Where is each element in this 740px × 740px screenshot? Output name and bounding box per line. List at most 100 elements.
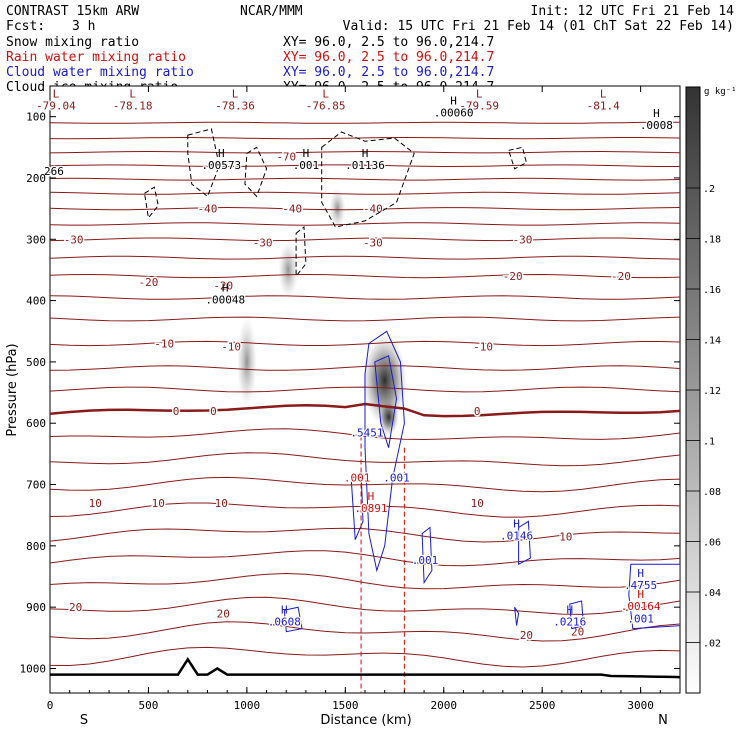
extremum-value: .001 xyxy=(412,554,439,567)
colorbar-tick-label: .2 xyxy=(703,184,715,195)
x-tick-label: 2000 xyxy=(431,699,458,712)
extrema-labels: L-79.04L-78.18L-78.36L-76.85L-79.59L-81.… xyxy=(35,87,674,630)
extremum-value: -76.85 xyxy=(306,99,346,112)
extremum-value: -78.18 xyxy=(113,99,153,112)
y-tick-label: 300 xyxy=(26,233,46,246)
cloud-water-contour xyxy=(364,330,405,573)
temperature-contour-line xyxy=(50,295,680,300)
temperature-contour-line xyxy=(50,222,680,226)
cloud-ice-contour xyxy=(244,146,268,198)
temperature-contour-label: -20 xyxy=(503,270,523,283)
colorbar-tick-label: .16 xyxy=(703,285,721,296)
temperature-contour-label: -30 xyxy=(64,233,84,246)
extremum-value: .01136 xyxy=(345,159,385,172)
temperature-contour-label: -20 xyxy=(611,270,631,283)
y-tick-label: 200 xyxy=(26,172,46,185)
extremum-value: -79.04 xyxy=(36,99,76,112)
north-label: N xyxy=(658,713,668,728)
temperature-contour-line xyxy=(50,646,680,668)
extremum-value: .001 xyxy=(383,471,410,484)
temperature-contour-label: -40 xyxy=(198,203,218,216)
snow-shade-blob xyxy=(236,316,257,407)
field-name-cloud-water: Cloud water mixing ratio xyxy=(6,65,194,80)
temperature-contour-label: -40 xyxy=(282,203,302,216)
extremum-marker: H xyxy=(566,604,573,617)
temperature-contour-label: -70 xyxy=(276,151,296,164)
cloud-water-contour xyxy=(421,526,433,585)
extremum-marker: H xyxy=(513,518,520,531)
field-name-snow: Snow mixing ratio xyxy=(6,35,139,50)
extremum-value: .001 xyxy=(344,471,371,484)
field-xy-cloud-water: XY= 96.0, 2.5 to 96.0,214.7 xyxy=(283,65,494,80)
temperature-contour-line xyxy=(50,316,680,322)
colorbar-tick-label: .08 xyxy=(703,487,721,498)
extremum-value: .0216 xyxy=(553,616,586,629)
extremum-marker: H xyxy=(281,604,288,617)
extremum-value: .5451 xyxy=(350,427,383,440)
extremum-value: -79.59 xyxy=(459,99,499,112)
cloud-water-contour xyxy=(374,355,398,448)
cloud-ice-contour xyxy=(295,226,307,278)
cloud-ice-contour xyxy=(508,146,527,170)
colorbar-tick-label: .12 xyxy=(703,386,721,397)
extremum-value: -81.4 xyxy=(587,99,620,112)
temperature-contour-label: 10 xyxy=(89,497,102,510)
y-tick-label: 600 xyxy=(26,417,46,430)
y-tick-label: 1000 xyxy=(20,662,47,675)
x-tick-label: 3000 xyxy=(627,699,654,712)
temperature-contour-line xyxy=(50,452,680,467)
temperature-contour-label: 0 xyxy=(474,405,481,418)
extremum-value: .4755 xyxy=(624,579,657,592)
temperature-contour-label: -10 xyxy=(154,338,174,351)
colorbar-tick-label: .02 xyxy=(703,639,721,650)
extremum-marker: L xyxy=(129,87,136,100)
extremum-marker: H xyxy=(637,567,644,580)
colorbar: .02 .04 .06 .08 .1 .12 .14 .16 .18 .2 g kg⁻¹ xyxy=(685,86,737,694)
colorbar-tick-label: .18 xyxy=(703,235,721,246)
temperature-contour-label: -20 xyxy=(213,279,233,292)
temperature-contour-line xyxy=(50,621,680,642)
extremum-value: .001 xyxy=(293,159,320,172)
temperature-contour-line xyxy=(50,596,680,615)
temperature-contour-label: -30 xyxy=(513,233,533,246)
temperature-contour-line xyxy=(50,527,680,543)
snow-shading xyxy=(236,188,407,436)
temperature-contour-label: -30 xyxy=(363,236,383,249)
cloud-water-contour xyxy=(350,471,364,540)
colorbar-tick-label: .14 xyxy=(703,336,721,347)
extremum-value: .0146 xyxy=(500,530,533,543)
extremum-marker: H xyxy=(218,147,225,160)
fcst-label: Fcst: xyxy=(6,19,45,34)
x-tick-label: 500 xyxy=(139,699,159,712)
extremum-marker: H xyxy=(450,95,457,108)
cloud-water-contour xyxy=(518,520,531,566)
snow-shade-blob xyxy=(278,241,299,298)
temperature-contour-label: -10 xyxy=(221,341,241,354)
extremum-marker: H xyxy=(362,147,369,160)
colorbar-tick-label: .1 xyxy=(703,437,715,448)
temperature-contour-line xyxy=(50,340,680,347)
temperature-contour-line xyxy=(50,164,680,168)
extremum-value: .0891 xyxy=(354,502,387,515)
model-title: CONTRAST 15km ARW xyxy=(6,4,139,19)
extremum-marker: H xyxy=(368,490,375,503)
cloud-water-contour xyxy=(628,563,680,630)
valid-time: Valid: 15 UTC Fri 21 Feb 14 (01 ChT Sat … xyxy=(343,19,734,34)
temperature-contour-line xyxy=(50,237,680,242)
x-tick-label: 0 xyxy=(47,699,54,712)
extremum-marker: H xyxy=(653,107,660,120)
temperature-contour-line xyxy=(50,550,680,567)
temperature-contour-line xyxy=(50,177,680,181)
temperature-contours: -70 -40 -40 -40 -30 -30 -30 -30 -20 -20 -20 -20 -10 -… xyxy=(50,121,680,668)
fcst-value: 3 h xyxy=(72,19,95,34)
field-xy-snow: XY= 96.0, 2.5 to 96.0,214.7 xyxy=(283,35,494,50)
y-tick-label: 900 xyxy=(26,601,46,614)
temperature-contour-label: -40 xyxy=(363,203,383,216)
field-name-rain: Rain water mixing ratio xyxy=(6,50,186,65)
y-tick-label: 500 xyxy=(26,356,46,369)
temperature-contour-line xyxy=(50,150,680,154)
temperature-contour-line xyxy=(50,365,680,371)
x-tick-label: 2500 xyxy=(529,699,556,712)
temperature-contour-line xyxy=(50,136,680,140)
